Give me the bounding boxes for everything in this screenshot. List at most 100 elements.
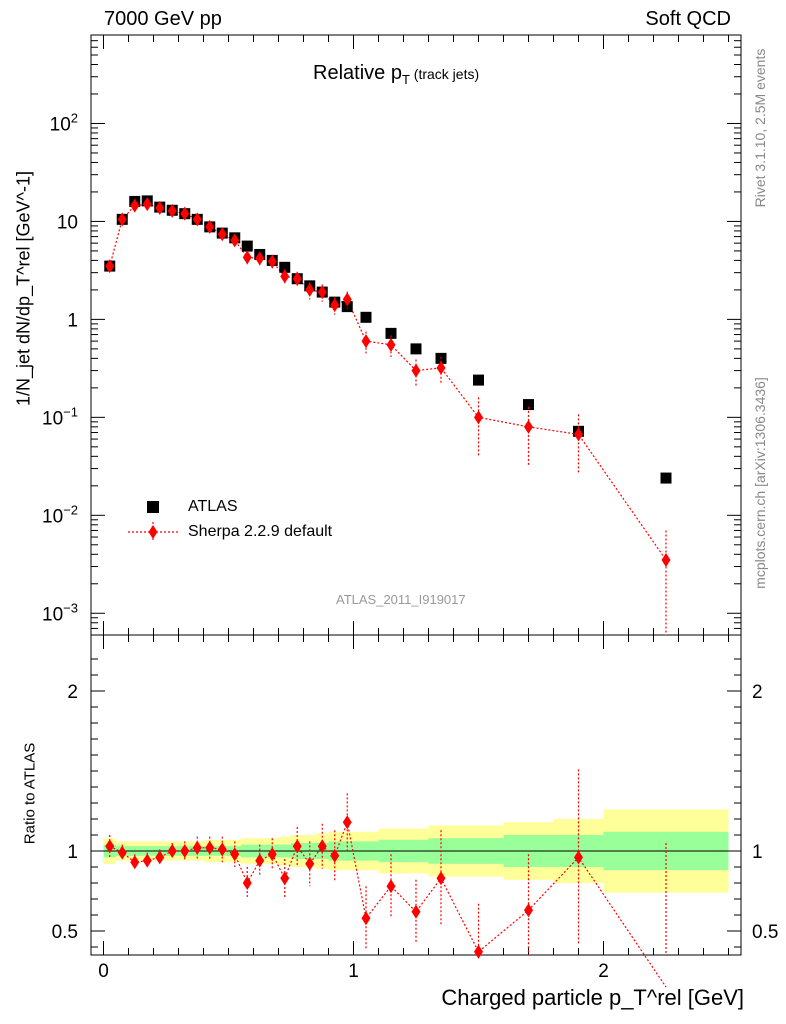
sherpa-ratio-point [142,853,152,868]
y-tick-label: 10−1 [42,404,78,429]
ratio-y-tick-label: 0.5 [52,922,78,943]
x-tick-label: 0 [98,961,109,982]
ratio-bands [91,809,741,893]
sherpa-ratio-point [180,844,190,858]
atlas-point [473,374,484,386]
y-tick-label: 10−2 [42,502,78,527]
sherpa-point [130,198,140,213]
atlas-point [385,327,397,339]
sherpa-point [167,203,177,218]
x-tick-label: 2 [598,961,609,982]
sherpa-point [230,233,240,248]
sherpa-ratio-point [230,847,240,862]
sherpa-ratio-point [242,876,252,890]
sherpa-ratio-point [342,815,352,830]
sherpa-ratio-point [574,850,583,865]
sherpa-point [255,251,265,266]
sherpa-ratio-point [411,904,421,919]
sherpa-point [155,201,165,216]
category-label: Soft QCD [645,8,731,30]
sherpa-point [386,337,396,352]
y-tick-exponent: 2 [71,110,78,125]
sherpa-point [317,285,327,300]
plot-title: Relative pT (track jets) [313,62,479,87]
sherpa-point [217,227,227,242]
sherpa-ratio-point [386,879,396,894]
top-frame [90,34,742,636]
x-axis-label: Charged particle p_T^rel [GeV] [441,985,744,1010]
y-tick-exponent: −3 [63,600,78,615]
sherpa-top-line [109,203,667,561]
sherpa-ratio-point [130,855,140,870]
sherpa-ratio-point [167,844,177,858]
y-tick-label: 10−3 [42,600,78,625]
sherpa-ratio-point [205,840,215,855]
sherpa-point [436,360,446,375]
plot-title-main: Relative p [313,62,402,84]
sherpa-point [242,250,252,265]
energy-label: 7000 GeV pp [104,8,222,30]
sherpa-point [330,298,340,313]
y-tick-label: 1 [67,310,78,331]
sherpa-point [205,219,215,234]
sherpa-point [192,212,202,227]
atlas-point [660,472,672,484]
sherpa-point [342,292,352,307]
sherpa-point [267,254,277,269]
sherpa-ratio-point [330,848,340,863]
plot-title-sub: T [401,72,410,87]
sherpa-ratio-point [217,842,227,857]
sherpa-point [117,212,127,227]
atlas-point [279,261,291,273]
y-tick-label: 10 [57,212,78,233]
atlas-point [360,311,372,323]
ratio-y-tick-label: 2 [67,682,78,703]
sherpa-ratio-point [267,847,277,862]
sherpa-ratio-point [192,840,202,855]
sherpa-point [411,363,421,378]
sherpa-ratio-point [105,839,115,854]
sherpa-point [280,269,290,284]
atlas-point [523,399,534,411]
sherpa-markers [105,197,671,959]
sherpa-ratio-point [305,856,315,871]
sherpa-ratio-point [155,850,165,865]
legend-entry-sherpa: Sherpa 2.2.9 default [188,523,333,540]
plot-title-suffix: (track jets) [409,66,480,82]
sherpa-point [180,206,190,221]
sherpa-point [142,197,152,212]
y-tick-exponent: −1 [63,404,78,419]
ratio-y-tick-label-right: 0.5 [752,922,778,943]
atlas-markers [104,195,672,484]
sherpa-line [109,203,667,988]
sherpa-point [305,282,315,297]
axis-ticks [91,34,741,955]
ratio-y-tick-label: 1 [67,842,78,863]
atlas-point [341,301,353,313]
y-tick-label: 102 [50,110,78,135]
legend-entry-atlas: ATLAS [188,498,238,515]
sherpa-ratio-point [524,903,533,918]
x-tick-label: 1 [348,961,359,982]
analysis-id: ATLAS_2011_I919017 [336,592,466,607]
sherpa-point [105,259,115,274]
sherpa-ratio-point [474,944,483,959]
ratio-y-tick-label-right: 2 [752,682,763,703]
legend-sherpa-marker [148,525,158,539]
atlas-point [410,343,422,355]
sherpa-ratio-point [292,839,302,854]
sherpa-point [474,410,483,425]
sherpa-ratio-point [117,845,127,860]
legend-atlas-marker [147,501,159,513]
sherpa-point [574,427,583,442]
y-tick-exponent: −2 [63,502,78,517]
bottom-frame [90,634,742,956]
sherpa-ratio-point [280,871,290,886]
sherpa-ratio-point [255,853,265,868]
sherpa-ratio-point [361,911,371,926]
legend-markers [128,501,178,542]
sherpa-point [361,334,371,349]
sherpa-point [524,419,533,434]
sherpa-ratio-point [317,839,327,854]
